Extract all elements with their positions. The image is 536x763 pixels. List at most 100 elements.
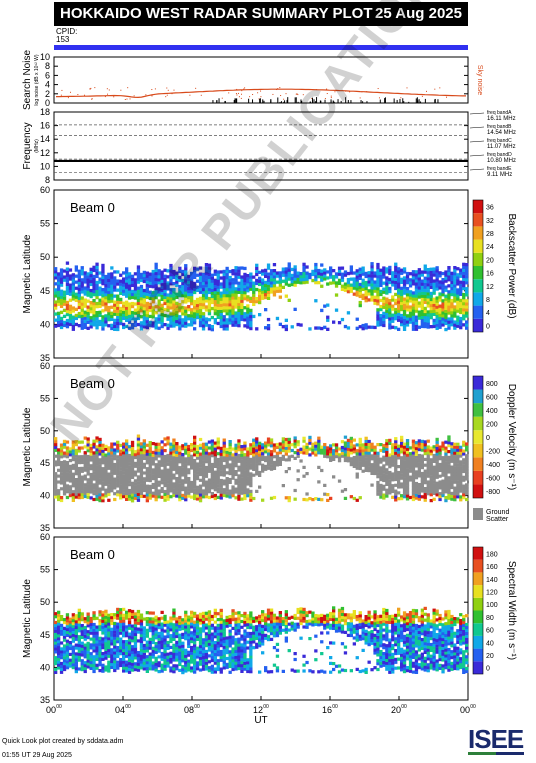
velocity-cell [166,497,170,501]
velocity-cell [204,480,209,484]
velocity-cell [414,446,419,451]
width-cell [65,645,70,649]
width-cell [57,651,61,655]
velocity-cell [101,452,105,456]
velocity-cell [402,486,407,490]
power-cell [400,317,404,321]
velocity-cell [127,448,132,452]
power-cell [462,305,466,309]
velocity-cell [405,474,410,478]
power-cell [98,277,102,281]
velocity-cell [391,443,395,447]
velocity-cell [77,458,81,462]
power-cell [166,287,170,291]
velocity-cell [201,460,206,464]
width-cell [86,659,90,663]
power-cell [228,269,232,274]
power-cell [175,271,179,275]
power-cell [80,311,84,315]
velocity-cell [258,456,262,460]
sky-noise-point [345,90,347,92]
power-cell [201,315,206,319]
sky-noise-point [133,95,135,97]
power-cell [432,321,436,326]
power-cell [249,284,253,288]
power-cell [278,283,282,287]
velocity-cell [116,469,120,473]
power-cell [92,283,96,288]
velocity-cell [317,439,321,443]
width-cell [92,666,96,671]
velocity-cell [317,448,321,452]
velocity-cell [107,446,111,450]
power-cell [453,272,457,276]
velocity-cell [181,461,185,465]
velocity-cell [370,457,374,461]
power-cell [68,268,73,272]
velocity-cell [122,457,126,461]
width-cell [68,632,73,636]
width-cell [89,637,93,641]
width-cell [157,620,161,624]
velocity-cell [334,455,339,459]
width-cell [89,643,93,647]
power-cell [423,297,427,301]
power-cell [252,287,256,291]
velocity-cell [388,441,392,445]
velocity-cell [462,484,466,488]
velocity-cell [139,474,144,478]
power-cell [187,289,191,294]
power-cell [426,277,430,281]
power-cell [216,270,220,274]
power-cell [402,318,407,322]
width-cell [77,623,81,627]
power-cell [441,278,445,282]
power-cell [447,317,451,321]
velocity-cell [225,482,229,486]
power-cell [101,297,105,301]
velocity-cell [332,452,336,456]
power-cell [405,320,410,324]
velocity-cell [234,487,238,491]
velocity-cell [385,453,389,457]
velocity-cell [444,452,448,456]
velocity-cell [355,460,359,464]
power-cell [130,274,135,278]
power-cell [376,299,380,303]
velocity-cell [59,487,64,491]
velocity-cell [207,466,212,470]
power-colorbar-segment [473,226,483,240]
power-cell [429,306,433,311]
velocity-cell [352,496,356,501]
power-cell [397,267,401,271]
velocity-cell [172,444,176,448]
velocity-cell [453,492,457,496]
width-cell [54,623,58,628]
velocity-cell [423,449,427,453]
power-cell [54,267,58,271]
velocity-cell [178,469,182,473]
velocity-cell [225,479,229,484]
power-cell [130,301,135,306]
velocity-cell [358,449,362,453]
power-cell [68,274,73,278]
velocity-cell [198,493,203,497]
power-cell [329,269,333,273]
power-cell [210,325,214,329]
power-cell [234,266,238,270]
width-cell [163,623,167,627]
velocity-cell [133,455,138,460]
velocity-cell [408,475,413,479]
width-cell [110,627,114,631]
power-cell [411,291,416,295]
power-cell [269,290,274,294]
power-cell [113,324,117,328]
width-cell [98,619,102,623]
width-cell [139,628,144,632]
velocity-cell [272,460,277,465]
velocity-cell [435,467,439,471]
power-cell [402,285,407,289]
power-cell [320,272,324,276]
power-cell [414,276,419,280]
velocity-cell [249,466,253,470]
